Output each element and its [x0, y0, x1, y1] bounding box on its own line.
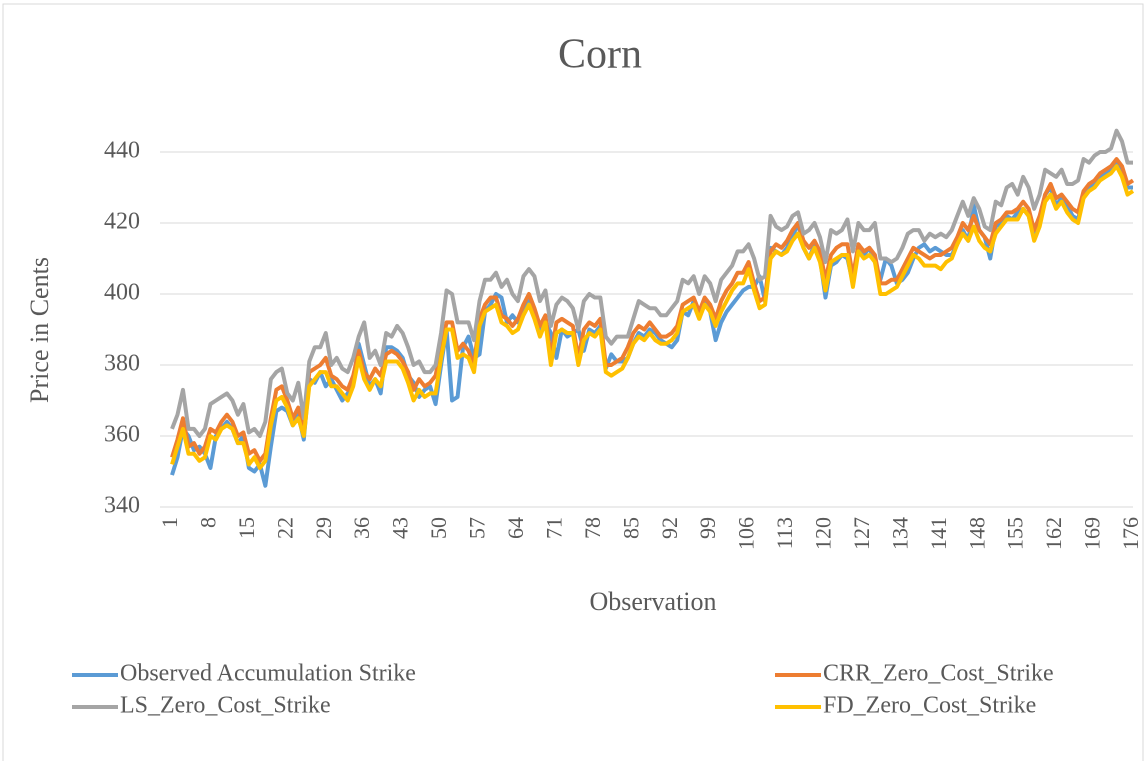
y-tick-label: 420: [104, 209, 140, 235]
x-tick-label: 148: [964, 517, 989, 550]
legend-label: CRR_Zero_Cost_Strike: [823, 661, 1054, 687]
x-tick-label: 169: [1080, 517, 1105, 550]
x-tick-label: 15: [234, 517, 259, 539]
y-tick-label: 440: [104, 138, 140, 164]
x-tick-label: 1: [157, 517, 182, 528]
x-tick-label: 85: [618, 517, 643, 539]
x-tick-label: 127: [849, 517, 874, 550]
series-line: [170, 160, 1133, 488]
y-axis-title: Price in Cents: [25, 257, 54, 403]
series-line: [170, 157, 1135, 463]
x-tick-label: 71: [541, 517, 566, 539]
legend-label: FD_Zero_Cost_Strike: [823, 693, 1036, 719]
y-tick-label: 340: [104, 493, 140, 519]
x-tick-label: 92: [657, 517, 682, 539]
x-tick-label: 50: [426, 517, 451, 539]
y-tick-label: 380: [104, 351, 140, 377]
x-tick-label: 57: [465, 517, 490, 539]
series-line: [170, 128, 1133, 438]
x-tick-label: 113: [772, 517, 797, 549]
x-tick-label: 22: [272, 517, 297, 539]
x-tick-label: 8: [195, 517, 220, 528]
x-tick-label: 99: [695, 517, 720, 539]
x-tick-label: 29: [311, 517, 336, 539]
x-tick-label: 106: [734, 517, 759, 550]
x-tick-label: 120: [811, 517, 836, 550]
y-tick-label: 360: [104, 422, 140, 448]
x-tick-label: 43: [388, 517, 413, 539]
chart-title: Corn: [558, 32, 642, 78]
x-axis-title: Observation: [589, 587, 716, 616]
legend-label: Observed Accumulation Strike: [120, 661, 416, 687]
chart-frame: [2, 3, 1144, 761]
x-tick-label: 134: [887, 517, 912, 550]
x-tick-label: 162: [1041, 517, 1066, 550]
x-tick-label: 64: [503, 517, 528, 539]
x-tick-label: 155: [1003, 517, 1028, 550]
series-line: [170, 164, 1135, 470]
x-tick-label: 36: [349, 517, 374, 539]
x-tick-label: 141: [926, 517, 951, 550]
x-tick-label: 78: [580, 517, 605, 539]
legend-label: LS_Zero_Cost_Strike: [120, 693, 331, 719]
x-tick-label: 176: [1118, 517, 1143, 550]
y-tick-label: 400: [104, 280, 140, 306]
